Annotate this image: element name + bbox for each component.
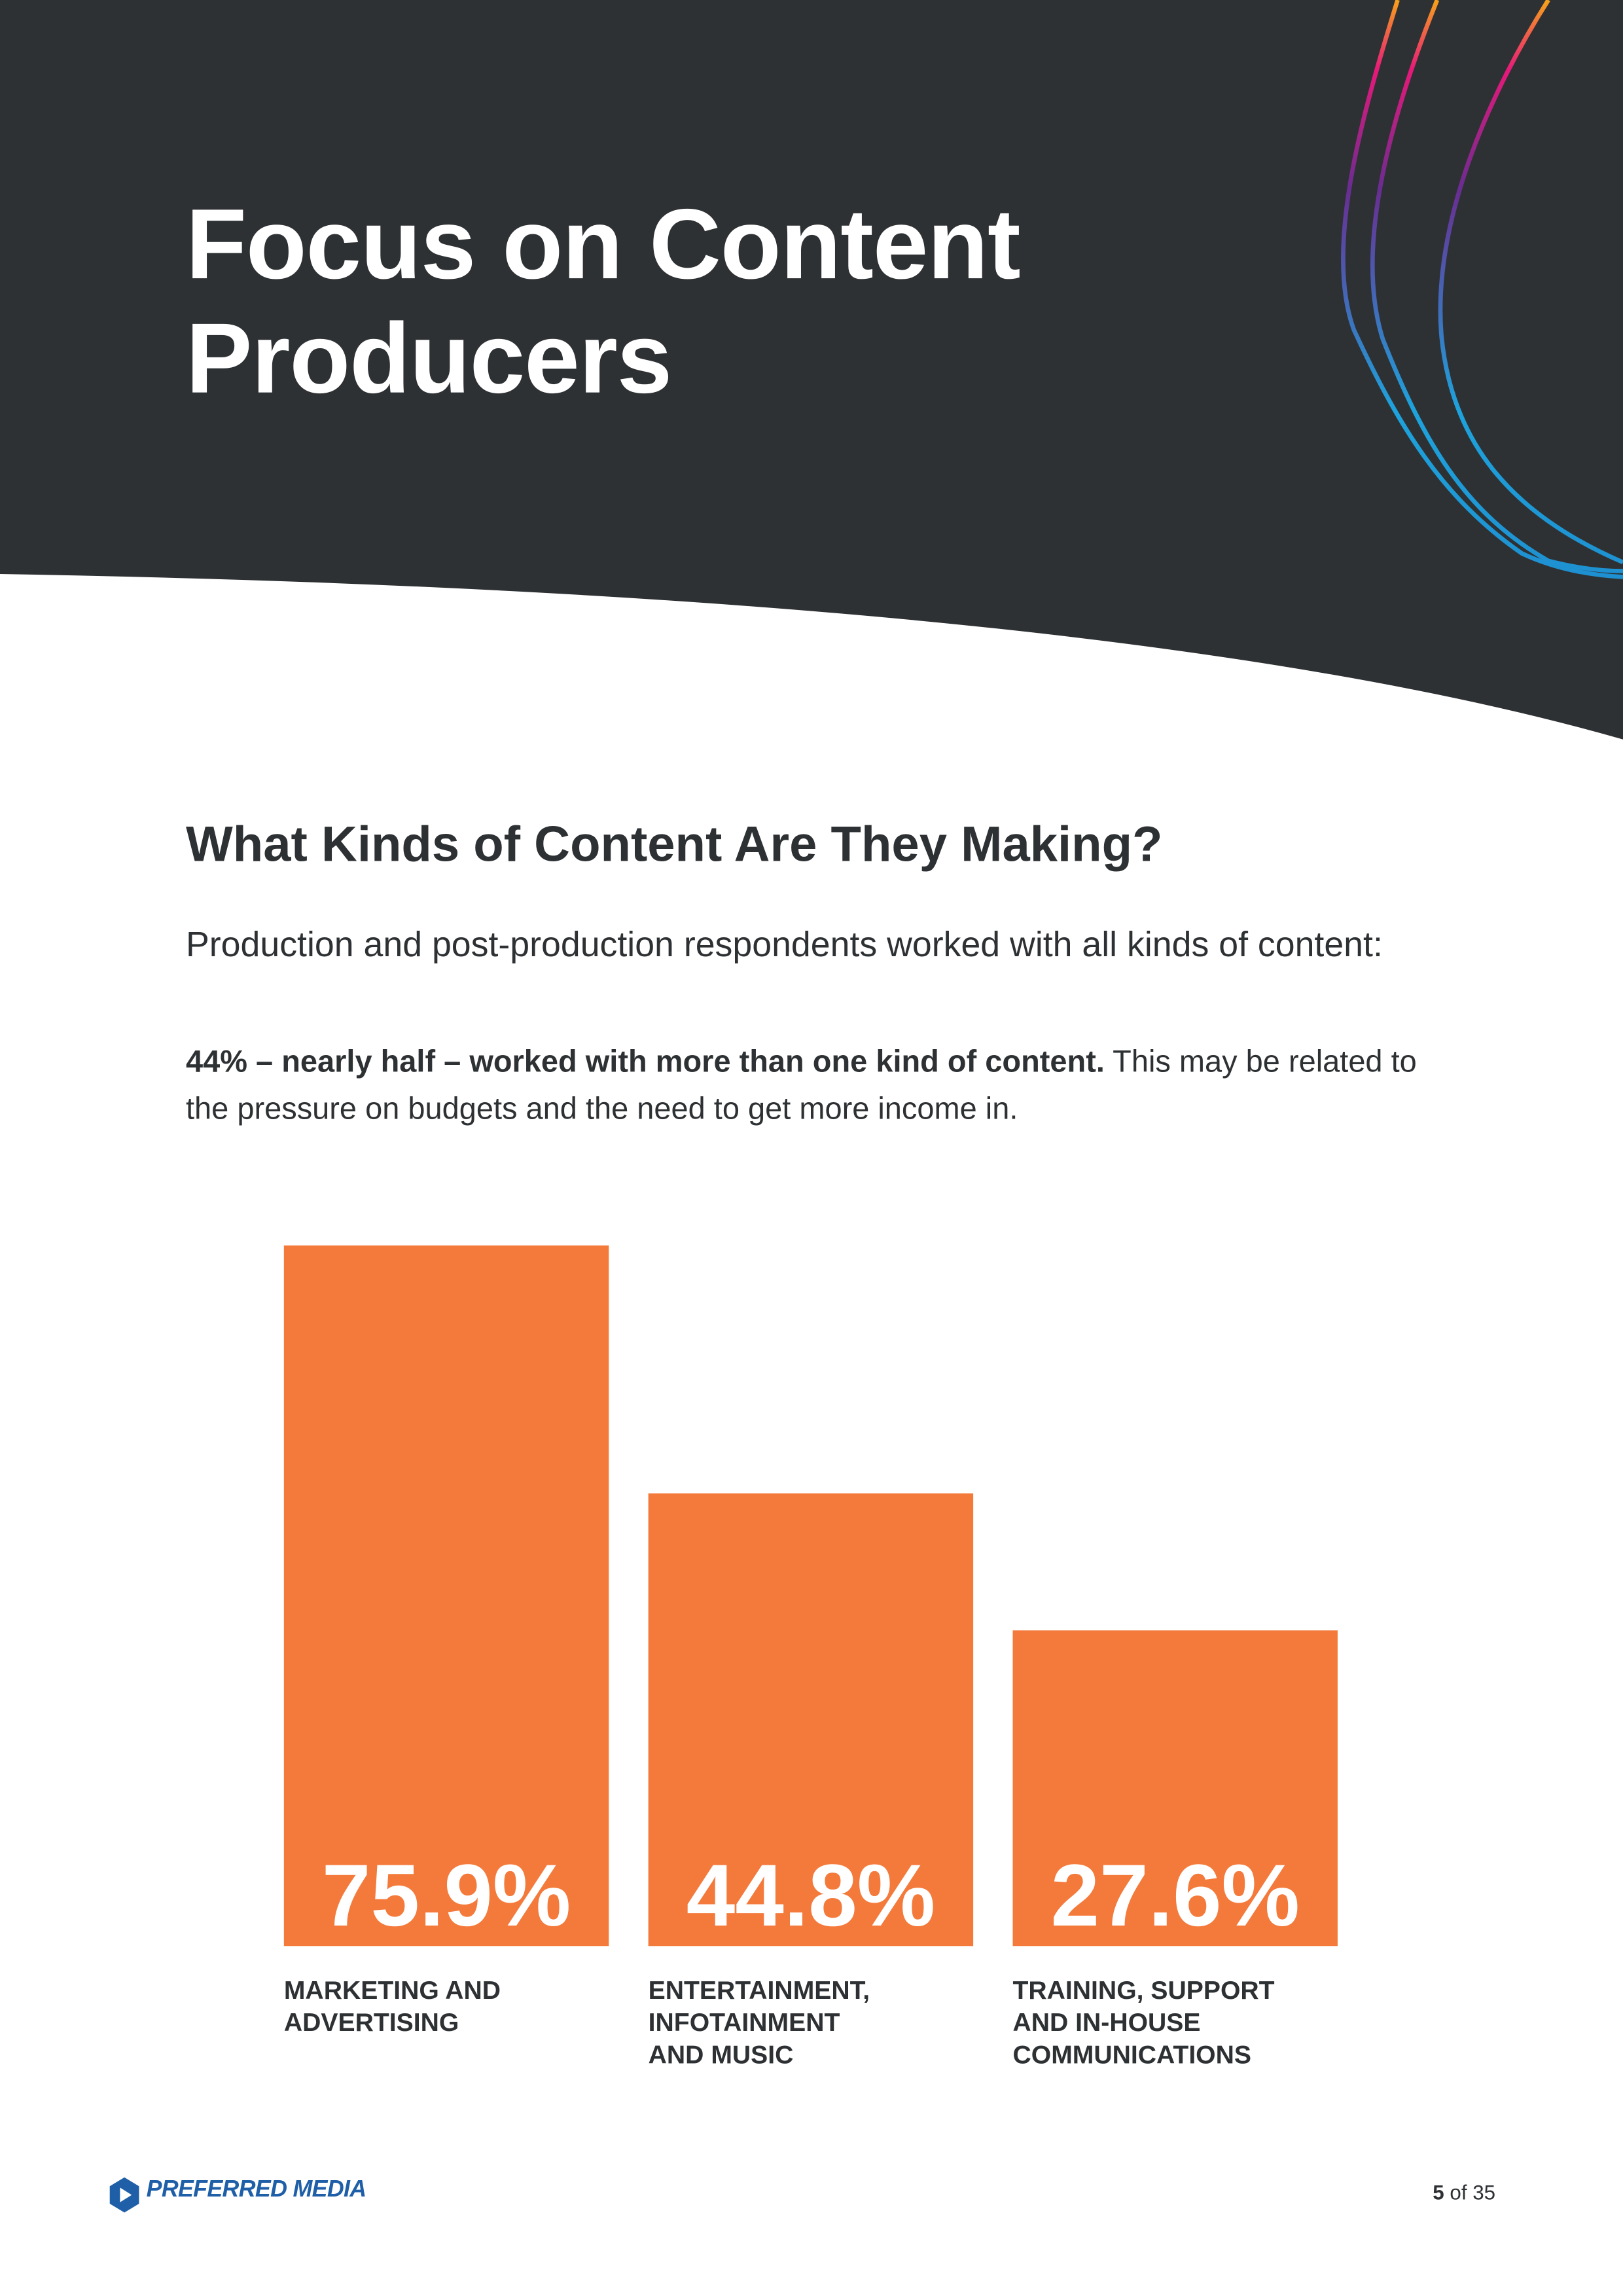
bar bbox=[283, 1245, 609, 1946]
value-label: 27.6% bbox=[1051, 1847, 1300, 1945]
page-title: Focus on Content Producers bbox=[186, 188, 1021, 415]
value-label: 44.8% bbox=[687, 1847, 935, 1945]
page-number: 5 of 35 bbox=[1433, 2180, 1495, 2204]
section-heading: What Kinds of Content Are They Making? bbox=[186, 817, 1163, 873]
highlight-text: This may be related to the pressure on b… bbox=[186, 1045, 1417, 1126]
category-label: ENTERTAINMENT, INFOTAINMENT AND MUSIC bbox=[648, 1975, 870, 2070]
bar-chart: 75.9% 44.8% 27.6% bbox=[283, 1245, 1338, 1946]
category-label: TRAINING, SUPPORT AND IN-HOUSE COMMUNICA… bbox=[1012, 1975, 1275, 2070]
header-background bbox=[0, 0, 1623, 740]
value-label: 75.9% bbox=[322, 1847, 571, 1945]
bar bbox=[1012, 1630, 1338, 1946]
page-total: of 35 bbox=[1450, 2180, 1496, 2204]
bar bbox=[648, 1493, 974, 1946]
intro-paragraph: Production and post-production responden… bbox=[186, 925, 1383, 965]
decorative-lines bbox=[1340, 0, 1623, 579]
category-label: MARKETING AND ADVERTISING bbox=[283, 1975, 501, 2037]
logo-icon bbox=[109, 2177, 139, 2213]
brand-name: PREFERRED MEDIA bbox=[146, 2177, 367, 2202]
highlight-paragraph: 44% – nearly half – worked with more tha… bbox=[186, 1039, 1459, 1133]
page-current: 5 bbox=[1433, 2180, 1444, 2204]
highlight-bold: 44% – nearly half – worked with more tha… bbox=[186, 1045, 1105, 1079]
